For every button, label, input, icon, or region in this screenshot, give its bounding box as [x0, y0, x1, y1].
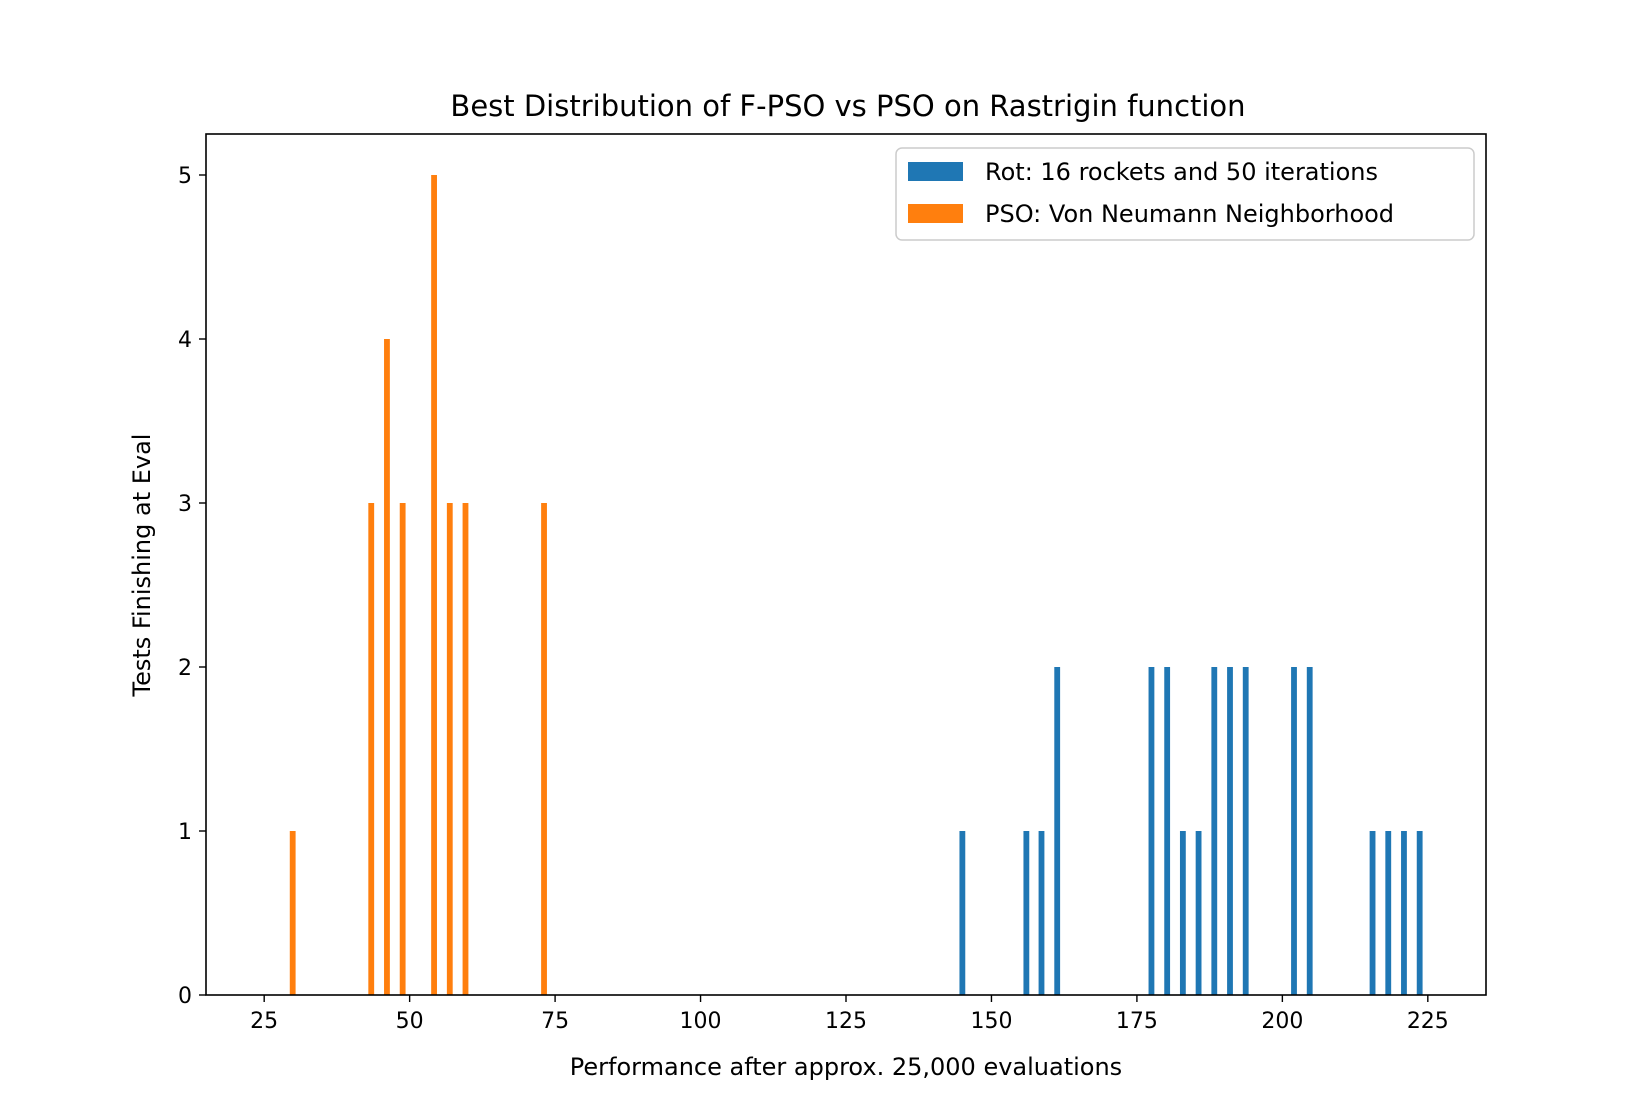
- bar-rot-1: [1023, 831, 1030, 995]
- x-tick-label: 200: [1261, 1009, 1303, 1034]
- bar-pso-0: [289, 831, 296, 995]
- y-tick-label: 5: [178, 164, 192, 189]
- bars: [289, 175, 1423, 995]
- x-axis-label: Performance after approx. 25,000 evaluat…: [570, 1053, 1122, 1081]
- bar-rot-4: [1148, 667, 1155, 995]
- bar-rot-6: [1179, 831, 1186, 995]
- legend-label-rot: Rot: 16 rockets and 50 iterations: [985, 158, 1378, 186]
- bar-rot-9: [1227, 667, 1233, 995]
- bar-rot-11: [1291, 667, 1297, 995]
- x-tick-label: 150: [970, 1009, 1012, 1034]
- y-tick-label: 2: [178, 656, 192, 681]
- legend-swatch-rot: [908, 162, 963, 181]
- bar-pso-7: [541, 503, 547, 995]
- x-tick-label: 100: [680, 1009, 722, 1034]
- bar-rot-2: [1038, 831, 1045, 995]
- bar-rot-13: [1369, 831, 1376, 995]
- bar-rot-3: [1054, 667, 1061, 995]
- bar-rot-8: [1211, 667, 1218, 995]
- legend-label-pso: PSO: Von Neumann Neighborhood: [985, 200, 1394, 228]
- bar-rot-14: [1385, 831, 1392, 995]
- y-axis: 0 1 2 3 4 5: [178, 164, 206, 1009]
- y-tick-label: 4: [178, 328, 192, 353]
- x-tick-label: 125: [825, 1009, 867, 1034]
- y-axis-label: Tests Finishing at Eval: [128, 434, 156, 698]
- bar-pso-5: [446, 503, 453, 995]
- x-tick-label: 75: [541, 1009, 569, 1034]
- bar-rot-16: [1416, 831, 1423, 995]
- bar-pso-1: [368, 503, 375, 995]
- bar-rot-15: [1401, 831, 1407, 995]
- bar-pso-4: [431, 175, 437, 995]
- bar-pso-3: [399, 503, 406, 995]
- x-tick-label: 50: [396, 1009, 424, 1034]
- chart-title: Best Distribution of F-PSO vs PSO on Ras…: [450, 89, 1245, 123]
- bar-pso-6: [462, 503, 469, 995]
- bar-rot-5: [1164, 667, 1171, 995]
- legend-swatch-pso: [908, 204, 963, 223]
- bar-rot-7: [1195, 831, 1202, 995]
- y-tick-label: 0: [178, 984, 192, 1009]
- legend-frame: [895, 147, 1475, 241]
- bar-rot-0: [959, 831, 966, 995]
- bar-rot-10: [1242, 667, 1249, 995]
- x-axis: 25 50 75 100 125 150 175 200 225: [250, 995, 1449, 1034]
- bar-rot-12: [1306, 667, 1313, 995]
- x-tick-label: 225: [1407, 1009, 1449, 1034]
- x-tick-label: 175: [1116, 1009, 1158, 1034]
- y-tick-label: 1: [178, 820, 192, 845]
- legend: Rot: 16 rockets and 50 iterations PSO: V…: [895, 147, 1475, 241]
- y-tick-label: 3: [178, 492, 192, 517]
- x-tick-label: 25: [250, 1009, 278, 1034]
- bar-pso-2: [384, 339, 390, 995]
